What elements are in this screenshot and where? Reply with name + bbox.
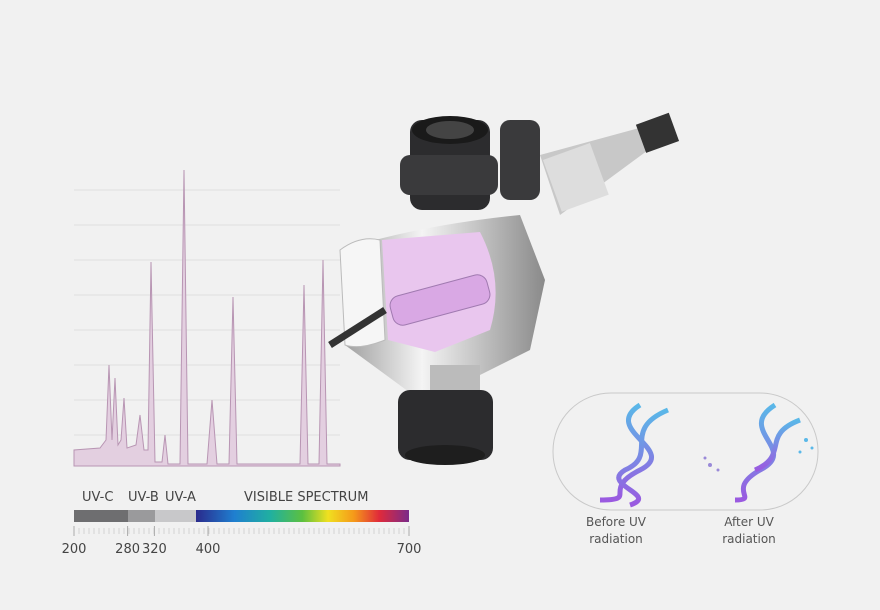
visible-band [196, 510, 409, 522]
tick-label: 400 [196, 542, 221, 557]
uva-band [155, 510, 196, 522]
band-label: UV-A [165, 490, 196, 505]
uvb-band [128, 510, 155, 522]
tick-label: 200 [62, 542, 87, 557]
emission-spectrum [73, 169, 341, 467]
tick-label: 700 [397, 542, 422, 557]
tick-label: 280 [115, 542, 140, 557]
dna-caption: After UV radiation [722, 515, 776, 546]
tick-label: 320 [142, 542, 167, 557]
dna-fragments [703, 438, 814, 472]
dna-caption: Before UV radiation [585, 515, 647, 546]
band-label: UV-C [82, 490, 113, 505]
uvc-band [74, 510, 128, 522]
grid [74, 189, 340, 436]
dna-capsule [552, 392, 819, 511]
uv-reactor [328, 112, 680, 465]
band-label: UV-B [128, 490, 159, 505]
dna-after [734, 402, 801, 503]
axis-ticks: 200 280 320 400 700 [62, 526, 422, 557]
dna-before [599, 402, 669, 508]
band-label: VISIBLE SPECTRUM [244, 490, 368, 505]
